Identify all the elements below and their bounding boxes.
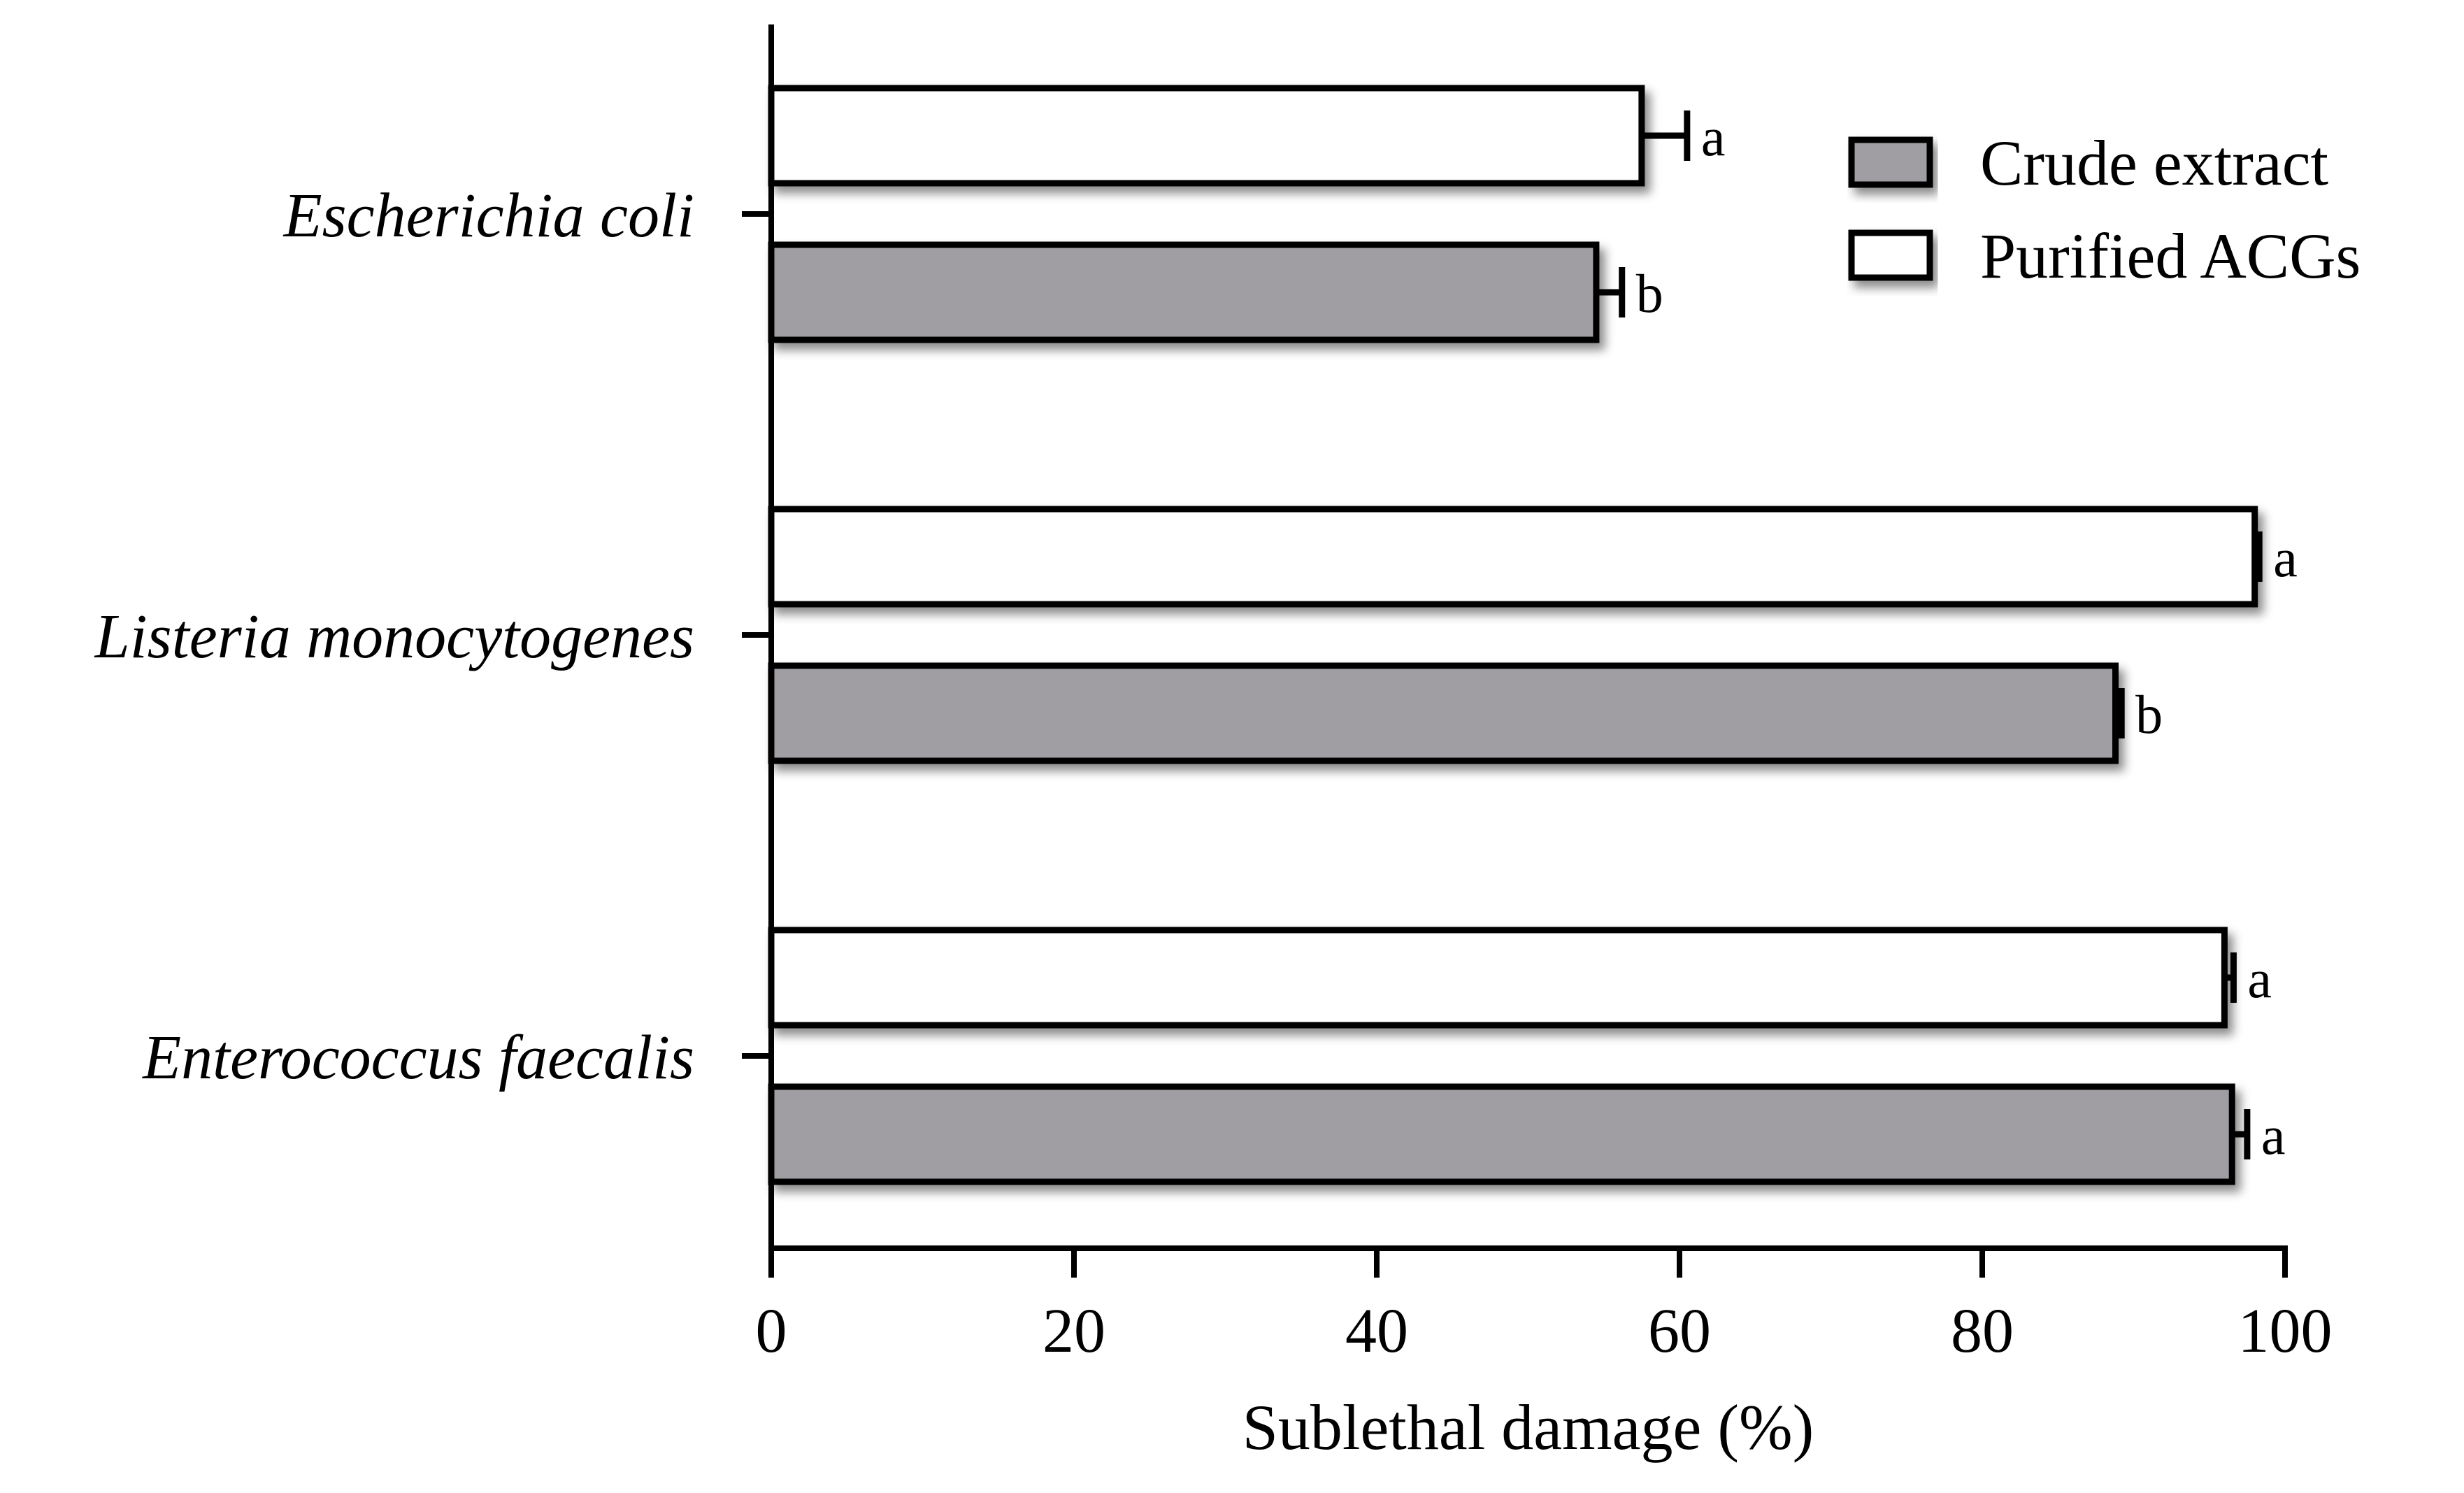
x-tick-label: 0	[756, 1296, 787, 1366]
significance-letter: a	[2261, 1105, 2286, 1166]
x-tick-label: 20	[1043, 1296, 1105, 1366]
legend: Crude extract Purified ACGs	[1848, 127, 2361, 292]
bar-crude-extract	[768, 241, 1600, 343]
x-tick-labels: 0 20 40 60 80 100	[756, 1296, 2333, 1366]
bar-crude-extract	[768, 662, 2119, 764]
y-axis-ticks	[742, 211, 771, 1059]
bar-purified-acgs	[768, 506, 2258, 608]
legend-label: Purified ACGs	[1980, 220, 2361, 292]
significance-letter: a	[1701, 106, 1726, 167]
bar-purified-acgs	[768, 85, 1645, 187]
error-bars-layer	[1596, 110, 2263, 1159]
x-axis-ticks	[768, 1248, 2288, 1278]
category-label: Enterococcus faecalis	[141, 1023, 694, 1092]
x-tick-label: 40	[1345, 1296, 1408, 1366]
bars-layer	[768, 85, 2258, 1185]
legend-label: Crude extract	[1980, 127, 2329, 199]
significance-letters: b a b a a a	[1636, 106, 2298, 1166]
significance-letter: a	[2273, 527, 2298, 588]
x-tick-label: 100	[2238, 1296, 2333, 1366]
category-label: Listeria monocytogenes	[94, 602, 694, 671]
x-axis-title: Sublethal damage (%)	[1242, 1392, 1814, 1463]
bar-purified-acgs	[768, 927, 2228, 1029]
bar-crude-extract	[768, 1083, 2235, 1185]
legend-swatch	[1848, 229, 1933, 281]
significance-letter: a	[2247, 948, 2272, 1009]
significance-letter: b	[1636, 263, 1663, 324]
category-label: Escherichia coli	[282, 181, 694, 250]
legend-swatch	[1848, 136, 1933, 188]
category-labels: Escherichia coli Listeria monocytogenes En…	[94, 181, 694, 1092]
x-tick-label: 60	[1648, 1296, 1711, 1366]
x-tick-label: 80	[1951, 1296, 2014, 1366]
significance-letter: b	[2135, 684, 2163, 745]
